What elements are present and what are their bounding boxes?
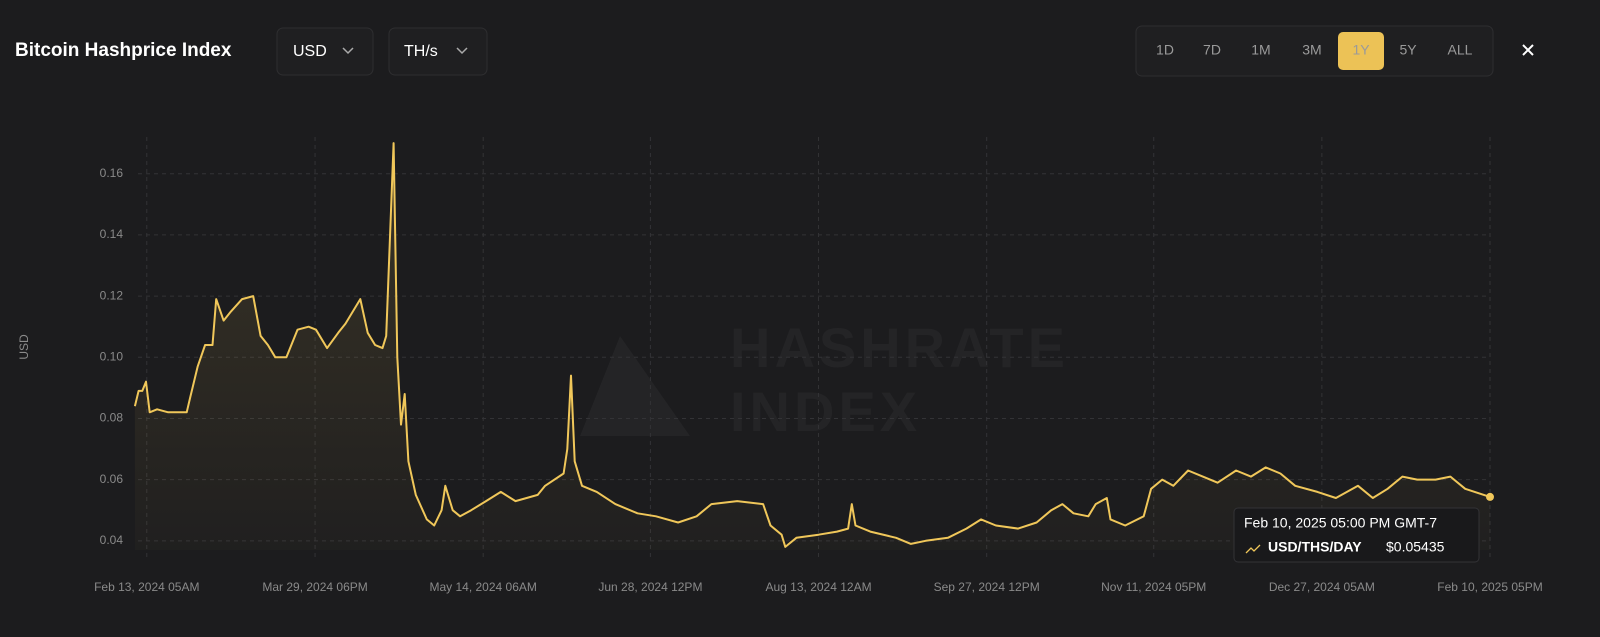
tooltip-series: USD/THS/DAY [1268, 539, 1362, 555]
x-tick-label: Feb 13, 2024 05AM [94, 580, 199, 594]
select-label[interactable]: USD [293, 43, 327, 60]
select-label[interactable]: TH/s [404, 43, 438, 60]
x-tick-label: Nov 11, 2024 05PM [1101, 580, 1206, 594]
chevron [342, 47, 354, 55]
x-tick-label: May 14, 2024 06AM [429, 580, 536, 594]
end-point [1486, 492, 1494, 501]
range-buttons: 1D 7D 1M 3M 1Y 5Y ALL [1156, 32, 1473, 70]
page-title: Bitcoin Hashprice Index [15, 40, 232, 61]
range-active[interactable] [1338, 32, 1384, 70]
range-button[interactable]: 3M [1302, 42, 1321, 58]
line [133, 142, 1491, 548]
currency-select[interactable]: USD [276, 27, 374, 76]
y-tick-label: 0.04 [100, 533, 124, 547]
y-tick-label: 0.06 [100, 472, 124, 486]
unit-select[interactable]: TH/s [388, 27, 488, 76]
tooltip-icon [1245, 544, 1261, 554]
x-tick-label: Jun 28, 2024 12PM [598, 580, 702, 594]
x-tick-label: Feb 10, 2025 05PM [1437, 580, 1542, 594]
range-button[interactable]: 5Y [1399, 42, 1417, 58]
y-tick-label: 0.14 [100, 227, 124, 241]
tooltip-value: $0.05435 [1386, 539, 1445, 555]
range-button[interactable]: 1Y [1352, 42, 1370, 58]
range-button[interactable]: ALL [1448, 42, 1473, 58]
close-button[interactable] [1522, 44, 1534, 56]
range-button[interactable]: 7D [1203, 42, 1221, 58]
watermark: HASHRATE INDEX [580, 316, 1069, 443]
watermark-text: INDEX [730, 380, 921, 443]
select-box[interactable] [276, 27, 374, 76]
watermark-text: HASHRATE [730, 316, 1069, 379]
range-group [1135, 25, 1494, 77]
x-tick-label: Dec 27, 2024 05AM [1269, 580, 1375, 594]
tooltip: Feb 10, 2025 05:00 PM GMT-7 USD/THS/DAY $0… [1233, 507, 1480, 563]
tooltip-date: Feb 10, 2025 05:00 PM GMT-7 [1244, 515, 1437, 531]
watermark-logo [580, 336, 690, 436]
y-axis-label: USD [17, 334, 31, 360]
x-tick-label: Mar 29, 2024 06PM [262, 580, 367, 594]
plot: 0.04 0.06 0.08 0.10 0.12 0.14 0.16 Feb 13, 2024… [94, 137, 1543, 594]
select-box[interactable] [388, 27, 488, 76]
tooltip-box [1233, 507, 1480, 563]
range-button[interactable]: 1D [1156, 42, 1174, 58]
y-tick-label: 0.10 [100, 349, 124, 363]
y-tick-label: 0.12 [100, 288, 124, 302]
y-tick-label: 0.08 [100, 411, 124, 425]
y-tick-label: 0.16 [100, 166, 124, 180]
range-button[interactable]: 1M [1251, 42, 1270, 58]
x-tick-label: Sep 27, 2024 12PM [934, 580, 1040, 594]
chevron [456, 47, 468, 55]
x-tick-label: Aug 13, 2024 12AM [766, 580, 872, 594]
